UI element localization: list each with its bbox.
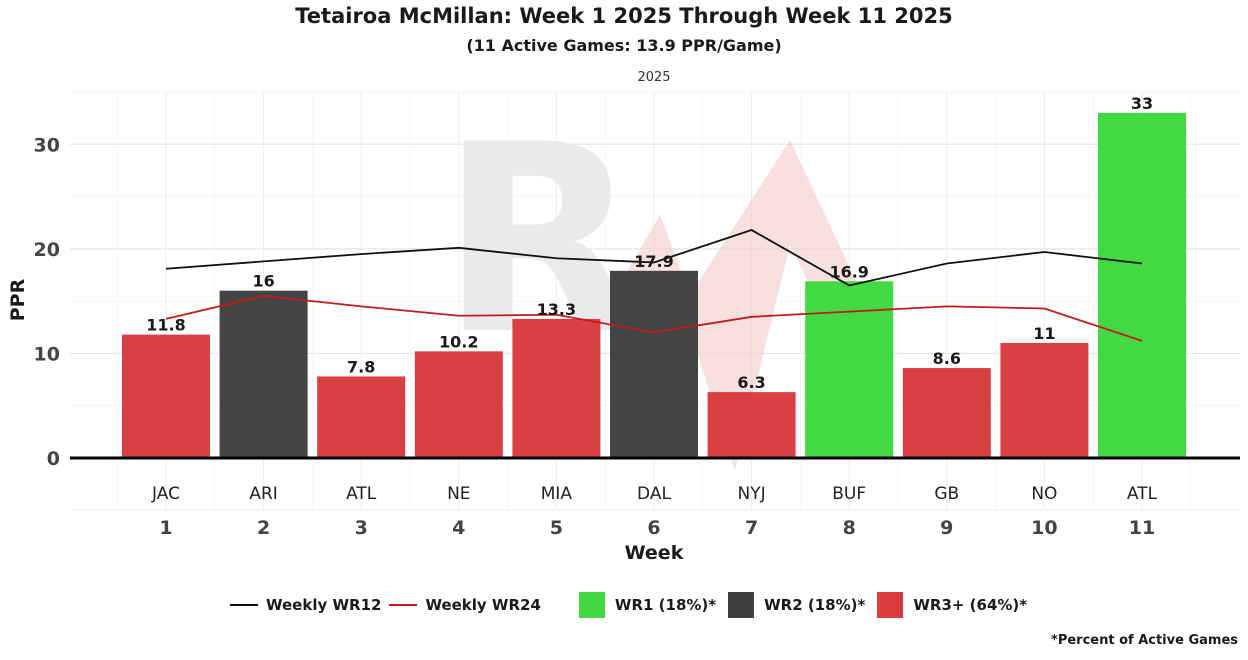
opponent-label: JAC bbox=[151, 484, 180, 504]
legend-swatch-wr1 bbox=[578, 592, 605, 618]
line-weekly-wr12 bbox=[165, 229, 1143, 287]
x-tick-label: 2 bbox=[257, 517, 270, 539]
chart-subtitle: (11 Active Games: 13.9 PPR/Game) bbox=[466, 36, 782, 55]
legend-item-wr2: WR2 (18%)* bbox=[728, 592, 877, 618]
value-label: 10.2 bbox=[439, 332, 478, 351]
footnote: *Percent of Active Games bbox=[1051, 633, 1238, 648]
legend-swatch-wr2 bbox=[728, 592, 755, 618]
legend-label-wr1: WR1 (18%)* bbox=[614, 596, 717, 614]
value-label: 11.8 bbox=[146, 316, 185, 335]
value-label: 16 bbox=[252, 272, 274, 291]
value-label: 17.9 bbox=[634, 252, 673, 271]
value-labels: 11.8 16 7.8 10.2 13.3 17.9 6.3 16.9 8.6 11 33 bbox=[146, 94, 1153, 392]
y-tick-label: 20 bbox=[34, 239, 60, 261]
value-label: 33 bbox=[1131, 94, 1153, 113]
benchmark-lines bbox=[165, 229, 1143, 342]
bar-week-7 bbox=[707, 392, 796, 458]
legend-label-wr12: Weekly WR12 bbox=[266, 596, 382, 614]
y-tick-label: 10 bbox=[34, 343, 60, 365]
x-tick-label: 1 bbox=[159, 517, 172, 539]
opponent-label: MIA bbox=[541, 484, 573, 504]
x-tick-label: 6 bbox=[647, 517, 660, 539]
opponent-label: DAL bbox=[637, 484, 671, 504]
legend-item-wr12: Weekly WR12 bbox=[230, 596, 389, 614]
bar-week-3 bbox=[317, 376, 406, 458]
x-tick-label: 5 bbox=[550, 517, 563, 539]
bar-week-2 bbox=[219, 290, 308, 458]
legend-label-wr3: WR3+ (64%)* bbox=[913, 596, 1028, 614]
y-tick-label: 0 bbox=[47, 448, 60, 470]
opponent-label: NO bbox=[1031, 484, 1057, 504]
bar-week-6 bbox=[610, 270, 698, 458]
opponent-label: ARI bbox=[249, 484, 277, 504]
legend-item-wr1: WR1 (18%)* bbox=[578, 592, 728, 618]
value-label: 16.9 bbox=[829, 262, 868, 281]
legend-item-wr3: WR3+ (64%)* bbox=[877, 592, 1027, 618]
legend-label-wr2: WR2 (18%)* bbox=[764, 596, 866, 614]
legend-swatch-wr3 bbox=[877, 592, 904, 618]
x-tick-label: 11 bbox=[1129, 517, 1155, 539]
y-axis-title: PPR bbox=[7, 278, 29, 321]
legend-line-wr12 bbox=[230, 604, 258, 606]
line-weekly-wr24 bbox=[165, 295, 1143, 342]
opponent-label: ATL bbox=[1127, 484, 1158, 504]
x-tick-label: 7 bbox=[745, 517, 758, 539]
legend: Weekly WR12 Weekly WR24 WR1 (18%)* WR2 (… bbox=[230, 590, 1027, 620]
x-tick-label: 10 bbox=[1031, 517, 1057, 539]
bars bbox=[122, 112, 1186, 459]
bar-week-11 bbox=[1098, 112, 1186, 459]
x-axis-title: Week bbox=[625, 542, 684, 564]
legend-line-wr24 bbox=[389, 604, 418, 606]
bar-week-8 bbox=[805, 281, 894, 458]
bar-week-10 bbox=[1000, 342, 1089, 458]
y-tick-label: 30 bbox=[34, 134, 60, 156]
bar-week-5 bbox=[512, 318, 601, 458]
facet-label: 2025 bbox=[637, 70, 671, 85]
opponent-label: NYJ bbox=[738, 484, 766, 504]
bar-week-1 bbox=[122, 334, 210, 458]
bar-week-4 bbox=[414, 351, 503, 458]
x-tick-label: 4 bbox=[452, 517, 465, 539]
legend-item-wr24: Weekly WR24 bbox=[389, 596, 578, 614]
bar-week-9 bbox=[902, 368, 991, 458]
grid-lines bbox=[70, 91, 1240, 511]
value-label: 11 bbox=[1033, 324, 1055, 343]
value-label: 7.8 bbox=[347, 357, 375, 376]
opponent-label: BUF bbox=[832, 484, 866, 504]
x-tick-label: 3 bbox=[355, 517, 368, 539]
value-label: 8.6 bbox=[933, 349, 961, 368]
legend-label-wr24: Weekly WR24 bbox=[425, 596, 541, 614]
chart-title: Tetairoa McMillan: Week 1 2025 Through W… bbox=[295, 4, 953, 28]
opponent-label: NE bbox=[447, 484, 470, 504]
axes: 0 10 20 30 JAC ARI ATL NE MIA DAL NYJ BUF GB NO ATL 1 2 3… bbox=[7, 134, 1240, 564]
value-label: 13.3 bbox=[537, 300, 576, 319]
opponent-label: GB bbox=[934, 484, 959, 504]
opponent-label: ATL bbox=[346, 484, 377, 504]
value-label: 6.3 bbox=[737, 373, 765, 392]
x-tick-label: 8 bbox=[843, 517, 856, 539]
x-tick-label: 9 bbox=[940, 517, 953, 539]
